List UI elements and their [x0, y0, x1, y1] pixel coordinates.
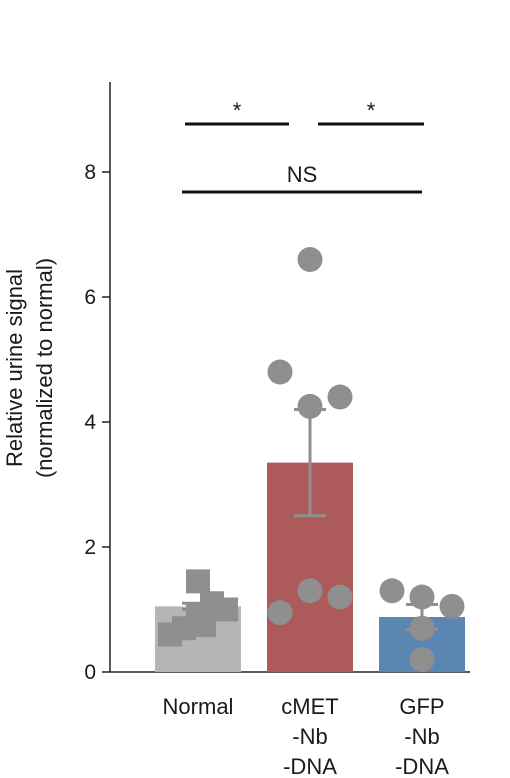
- category-label: -DNA: [395, 754, 449, 778]
- category-label: -Nb: [404, 724, 439, 749]
- significance-label: NS: [287, 162, 318, 187]
- data-point-square: [172, 616, 196, 641]
- data-point-circle: [267, 600, 293, 626]
- category-label: GFP: [399, 694, 444, 719]
- data-points: [158, 247, 465, 672]
- category-label: cMET: [281, 694, 338, 719]
- data-point-circle: [379, 578, 405, 604]
- y-tick-label: 0: [84, 661, 96, 684]
- data-point-square: [214, 597, 238, 622]
- significance-label: *: [367, 98, 376, 123]
- data-point-circle: [297, 247, 323, 272]
- category-labels: Normal cMET -Nb -DNA GFP -Nb -DNA: [163, 694, 450, 778]
- data-point-circle: [267, 359, 293, 385]
- significance-annotations: * * NS: [182, 98, 424, 194]
- category-label: -Nb: [292, 724, 327, 749]
- y-tick-label: 6: [84, 286, 96, 309]
- data-point-square: [186, 569, 210, 594]
- data-point-circle: [297, 393, 323, 419]
- significance-label: *: [233, 98, 242, 123]
- y-tick-label: 8: [84, 161, 96, 184]
- data-point-circle: [439, 593, 465, 619]
- data-point-circle: [409, 615, 435, 641]
- y-axis-title-line-2: (normalized to normal): [32, 258, 57, 478]
- y-axis-ticks: 0 2 4 6 8: [84, 161, 110, 684]
- y-axis-title-line-1: Relative urine signal: [2, 269, 27, 467]
- y-tick-label: 4: [84, 411, 96, 434]
- y-tick-label: 2: [84, 536, 96, 559]
- data-point-circle: [409, 647, 435, 672]
- data-point-circle: [327, 584, 353, 610]
- data-point-circle: [409, 584, 435, 610]
- category-label: Normal: [163, 694, 234, 719]
- data-point-circle: [297, 578, 323, 604]
- data-point-circle: [327, 384, 353, 410]
- category-label: -DNA: [283, 754, 337, 778]
